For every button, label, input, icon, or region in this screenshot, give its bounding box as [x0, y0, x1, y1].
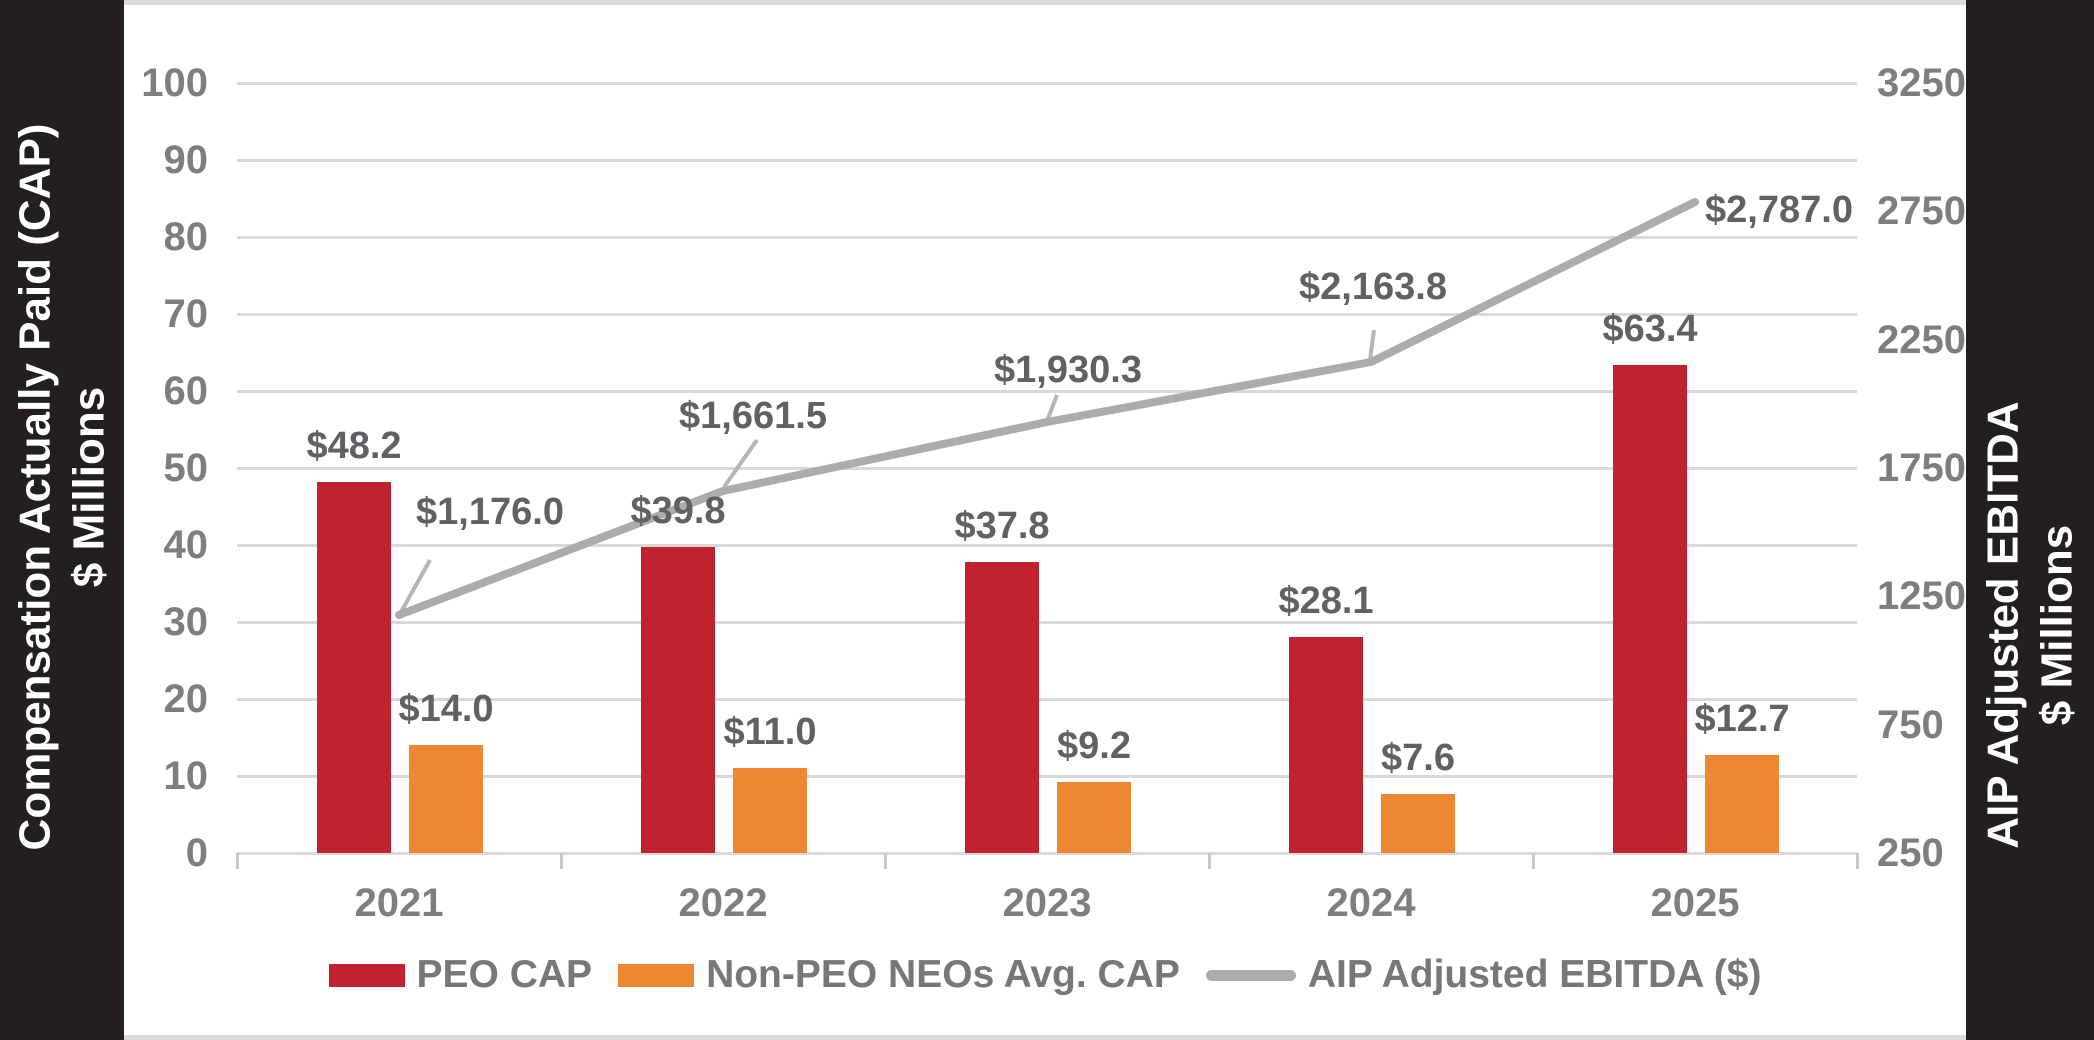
right-axis-tick-label: 1750 [1877, 446, 1966, 490]
right-axis-tick-label: 2750 [1877, 189, 1966, 234]
x-axis-label-2022: 2022 [678, 881, 768, 925]
left-axis-title-line1: Compensation Actually Paid (CAP) [10, 123, 60, 851]
right-axis-tick-label: 3250 [1877, 61, 1966, 105]
non-peo-cap-bar-2024 [1381, 794, 1455, 853]
bar-value-label: $39.8 [630, 489, 726, 532]
left-axis-tick-label: 0 [185, 831, 208, 875]
left-axis-tick-label: 50 [163, 446, 209, 490]
right-axis-tick-label: 2250 [1877, 317, 1966, 362]
right-axis-title-line2: $ Millions [2032, 524, 2081, 726]
right-axis-tick-label: 1250 [1877, 574, 1966, 619]
bottom-edge-strip [124, 1035, 1966, 1040]
ebitda-line-swatch-icon [1205, 969, 1296, 981]
bar-value-label: $37.8 [954, 504, 1050, 547]
non-peo-swatch-icon [618, 963, 695, 987]
left-axis-tick-label: 70 [163, 292, 209, 336]
gridline [237, 774, 1857, 778]
gridline [237, 235, 1857, 239]
line-value-label: $2,787.0 [1705, 189, 1853, 231]
legend-item-non-peo: Non-PEO NEOs Avg. CAP [618, 953, 1180, 997]
gridline [237, 312, 1857, 316]
bar-value-label: $9.2 [1057, 725, 1131, 768]
gridline [237, 620, 1857, 624]
bar-value-label: $48.2 [306, 424, 402, 467]
left-axis-tick-label: 40 [163, 523, 209, 567]
left-axis-tick-label: 90 [163, 138, 209, 182]
line-value-label: $1,176.0 [416, 491, 564, 533]
gridline [237, 697, 1857, 701]
bar-value-label: $14.0 [398, 688, 494, 731]
left-axis-title-line2: $ Millions [64, 386, 113, 588]
x-axis-tick-mark [1855, 853, 1859, 869]
x-axis-label-2023: 2023 [1002, 881, 1092, 925]
right-axis-tick-label: 750 [1877, 702, 1944, 747]
gridline [237, 81, 1857, 85]
label-leader-line [1045, 394, 1059, 422]
left-axis-tick-label: 20 [163, 677, 209, 721]
legend-label-ebitda: AIP Adjusted EBITDA ($) [1307, 953, 1762, 996]
right-axis-tick-label: 250 [1877, 831, 1944, 875]
gridline [237, 543, 1857, 547]
x-axis-tick-mark [883, 853, 887, 869]
non-peo-cap-bar-2025 [1705, 755, 1779, 853]
x-axis-tick-mark [1531, 853, 1535, 869]
top-edge-strip [124, 0, 1966, 5]
x-axis-tick-mark [235, 853, 239, 869]
x-axis-label-2024: 2024 [1326, 881, 1416, 925]
label-leader-line [399, 559, 432, 613]
legend-label-peo-cap: PEO CAP [416, 953, 593, 996]
x-axis-tick-mark [559, 853, 563, 869]
aip-adjusted-ebitda-line [395, 198, 1699, 619]
x-axis-label-2021: 2021 [354, 881, 444, 925]
left-axis-tick-label: 30 [163, 600, 209, 644]
peo-cap-bar-2023 [965, 561, 1039, 853]
bar-value-label: $28.1 [1278, 579, 1374, 622]
bar-value-label: $11.0 [723, 711, 817, 754]
peo-cap-bar-2024 [1289, 636, 1363, 853]
bar-value-label: $63.4 [1602, 307, 1698, 350]
left-axis-tick-label: 60 [163, 369, 209, 413]
non-peo-cap-bar-2023 [1057, 782, 1131, 853]
label-leader-line [722, 438, 759, 489]
line-value-label: $2,163.8 [1299, 266, 1447, 308]
legend-label-non-peo: Non-PEO NEOs Avg. CAP [706, 953, 1180, 996]
legend-item-ebitda: AIP Adjusted EBITDA ($) [1205, 953, 1762, 997]
legend-item-peo-cap: PEO CAP [328, 953, 593, 997]
non-peo-cap-bar-2022 [733, 768, 807, 853]
left-axis-tick-label: 10 [163, 754, 209, 798]
left-axis-tick-label: 80 [163, 215, 209, 259]
peo-cap-bar-2021 [317, 481, 391, 853]
legend: PEO CAP Non-PEO NEOs Avg. CAP AIP Adjust… [124, 946, 1966, 1004]
line-value-label: $1,930.3 [994, 349, 1142, 391]
gridline [237, 851, 1857, 855]
peo-cap-swatch-icon [328, 963, 405, 987]
peo-cap-bar-2025 [1613, 364, 1687, 853]
right-axis-title-line1: AIP Adjusted EBITDA [1978, 401, 2028, 849]
line-value-label: $1,661.5 [679, 395, 827, 437]
left-axis-tick-label: 100 [141, 61, 208, 105]
bar-value-label: $7.6 [1381, 737, 1455, 780]
gridline [237, 158, 1857, 162]
left-axis-title: Compensation Actually Paid (CAP) $ Milli… [8, 124, 115, 851]
peo-cap-bar-2022 [641, 546, 715, 853]
x-axis-label-2025: 2025 [1650, 881, 1740, 925]
gridline [237, 466, 1857, 470]
bar-value-label: $12.7 [1694, 698, 1790, 741]
gridline [237, 389, 1857, 393]
non-peo-cap-bar-2021 [409, 745, 483, 853]
label-leader-line [1368, 329, 1376, 361]
x-axis-tick-mark [1207, 853, 1211, 869]
right-axis-title: AIP Adjusted EBITDA $ Millions [1976, 401, 2083, 848]
